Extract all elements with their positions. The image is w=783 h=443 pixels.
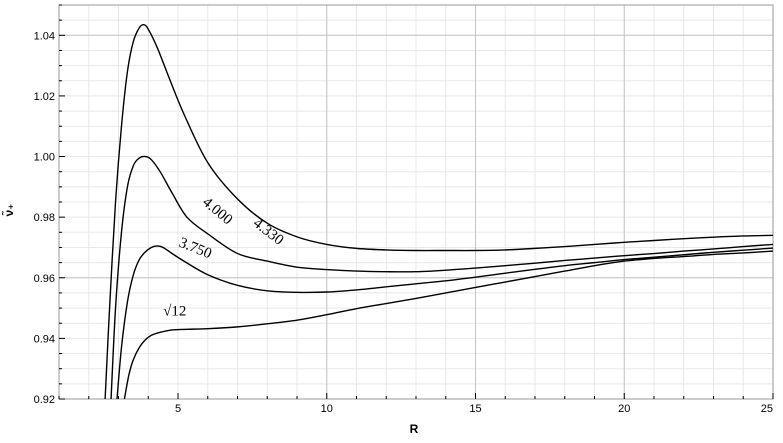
y-tick-label: 1.02 <box>34 91 55 103</box>
curve-2 <box>116 245 773 399</box>
x-tick-label: 25 <box>761 403 773 415</box>
x-tick-label: 5 <box>175 403 181 415</box>
minor-grid <box>58 4 774 400</box>
y-tick-label: 0.92 <box>34 394 55 406</box>
x-axis-title: R <box>410 422 419 436</box>
major-grid <box>59 5 773 399</box>
y-tick-label: 0.96 <box>34 273 55 285</box>
y-axis-tick-labels: 0.92 0.94 0.96 0.98 1.00 1.02 1.04 <box>34 30 55 406</box>
curves <box>104 23 773 399</box>
curve-label-3: √12 <box>163 304 186 320</box>
y-tick-label: 1.00 <box>34 152 55 164</box>
curve-3 <box>123 250 773 399</box>
axis-ticks <box>58 4 774 400</box>
x-tick-label: 20 <box>618 403 630 415</box>
curve-1 <box>110 155 773 399</box>
y-tick-label: 1.04 <box>34 30 55 42</box>
x-tick-label: 10 <box>321 403 333 415</box>
y-axis-title: ν̃₊ <box>1 203 16 216</box>
y-tick-label: 0.98 <box>34 212 55 224</box>
y-tick-label: 0.94 <box>34 333 55 345</box>
x-tick-label: 15 <box>469 403 481 415</box>
curve-label-0: 4.330 <box>250 215 286 248</box>
x-axis-tick-labels: 5 10 15 20 25 <box>175 403 773 415</box>
curve-label-1: 4.000 <box>199 194 235 228</box>
curve-0 <box>104 23 773 399</box>
